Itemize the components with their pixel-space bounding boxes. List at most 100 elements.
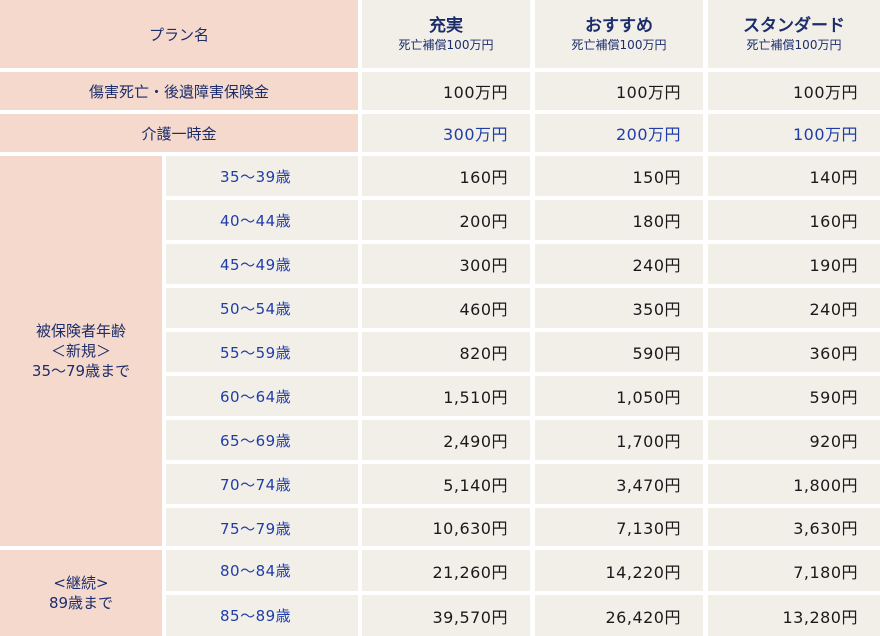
plan-header-osusume: おすすめ 死亡補償100万円: [535, 0, 703, 68]
insured-age-continuation-group: <継続> 89歳まで: [0, 550, 162, 636]
plan-name: スタンダード: [743, 16, 845, 36]
insured-age-new-group: 被保険者年齢 ＜新規＞ 35〜79歳まで: [0, 156, 162, 546]
value-text: 100万円: [792, 83, 858, 102]
premium-value: 39,570円: [432, 607, 508, 627]
premium-cell: 350円: [535, 288, 703, 328]
premium-cell: 590円: [535, 332, 703, 372]
death-benefit-label-cell: 傷害死亡・後遺障害保険金: [0, 72, 358, 110]
age-band: 50〜54歳: [220, 300, 292, 318]
premium-cell: 5,140円: [362, 464, 530, 504]
premium-value: 13,280円: [782, 607, 858, 627]
plan-sub: 死亡補償100万円: [746, 38, 842, 52]
death-benefit-value: 100万円: [362, 72, 530, 110]
care-benefit-label-cell: 介護一時金: [0, 114, 358, 152]
premium-value: 1,050円: [616, 388, 681, 407]
premium-cell: 10,630円: [362, 508, 530, 546]
age-band-cell: 50〜54歳: [166, 288, 358, 328]
premium-cell: 26,420円: [535, 595, 703, 636]
care-benefit-value: 200万円: [535, 114, 703, 152]
age-band: 65〜69歳: [220, 432, 292, 450]
death-benefit-value: 100万円: [708, 72, 880, 110]
age-band: 60〜64歳: [220, 388, 292, 406]
premium-cell: 13,280円: [708, 595, 880, 636]
premium-cell: 590円: [708, 376, 880, 416]
premium-value: 180円: [632, 212, 681, 231]
premium-cell: 7,180円: [708, 550, 880, 591]
group-line: 被保険者年齢: [35, 322, 126, 340]
age-band: 75〜79歳: [220, 520, 292, 538]
age-band: 40〜44歳: [220, 212, 292, 230]
premium-cell: 2,490円: [362, 420, 530, 460]
premium-cell: 21,260円: [362, 550, 530, 591]
death-benefit-label: 傷害死亡・後遺障害保険金: [88, 82, 269, 101]
age-band-cell: 85〜89歳: [166, 595, 358, 636]
premium-value: 1,700円: [616, 432, 681, 451]
premium-cell: 1,510円: [362, 376, 530, 416]
premium-cell: 150円: [535, 156, 703, 196]
premium-value: 820円: [459, 344, 508, 363]
premium-cell: 200円: [362, 200, 530, 240]
age-band-cell: 40〜44歳: [166, 200, 358, 240]
plan-name-label: プラン名: [148, 25, 209, 44]
premium-value: 460円: [459, 300, 508, 319]
plan-header-juujitsu: 充実 死亡補償100万円: [362, 0, 530, 68]
premium-value: 26,420円: [605, 607, 681, 627]
premium-value: 160円: [809, 212, 858, 231]
premium-value: 21,260円: [432, 562, 508, 582]
age-band-cell: 75〜79歳: [166, 508, 358, 546]
age-band-cell: 80〜84歳: [166, 550, 358, 591]
premium-value: 920円: [809, 432, 858, 451]
value-text: 200万円: [615, 125, 681, 144]
premium-value: 5,140円: [443, 476, 508, 495]
premium-value: 350円: [632, 300, 681, 319]
premium-value: 7,130円: [616, 519, 681, 538]
value-text: 100万円: [442, 83, 508, 102]
premium-value: 160円: [459, 168, 508, 187]
premium-value: 14,220円: [605, 562, 681, 582]
premium-value: 590円: [632, 344, 681, 363]
premium-cell: 160円: [708, 200, 880, 240]
premium-cell: 300円: [362, 244, 530, 284]
premium-cell: 920円: [708, 420, 880, 460]
plan-name: 充実: [429, 16, 463, 36]
death-benefit-value: 100万円: [535, 72, 703, 110]
plan-sub: 死亡補償100万円: [571, 38, 667, 52]
premium-cell: 140円: [708, 156, 880, 196]
premium-cell: 180円: [535, 200, 703, 240]
plan-sub: 死亡補償100万円: [398, 38, 494, 52]
premium-value: 140円: [809, 168, 858, 187]
premium-value: 190円: [809, 256, 858, 275]
premium-cell: 14,220円: [535, 550, 703, 591]
premium-value: 2,490円: [443, 432, 508, 451]
age-band-cell: 60〜64歳: [166, 376, 358, 416]
care-benefit-value: 300万円: [362, 114, 530, 152]
plan-name-header: プラン名: [0, 0, 358, 68]
premium-value: 1,800円: [793, 476, 858, 495]
age-band: 85〜89歳: [220, 607, 292, 625]
premium-value: 150円: [632, 168, 681, 187]
group-line: ＜新規＞: [50, 342, 111, 360]
premium-cell: 3,470円: [535, 464, 703, 504]
care-benefit-label: 介護一時金: [141, 124, 217, 143]
premium-value: 3,470円: [616, 476, 681, 495]
premium-cell: 240円: [708, 288, 880, 328]
age-band-cell: 65〜69歳: [166, 420, 358, 460]
premium-value: 240円: [632, 256, 681, 275]
age-band-cell: 35〜39歳: [166, 156, 358, 196]
age-band: 55〜59歳: [220, 344, 292, 362]
premium-value: 10,630円: [432, 519, 508, 538]
group-line: 35〜79歳まで: [31, 362, 131, 380]
group-line: <継続>: [53, 574, 109, 592]
age-band: 35〜39歳: [220, 168, 292, 186]
premium-value: 7,180円: [793, 562, 858, 582]
premium-cell: 160円: [362, 156, 530, 196]
care-benefit-value: 100万円: [708, 114, 880, 152]
age-band-cell: 45〜49歳: [166, 244, 358, 284]
premium-value: 1,510円: [443, 388, 508, 407]
group-line: 89歳まで: [48, 594, 114, 612]
premium-cell: 1,800円: [708, 464, 880, 504]
age-band: 80〜84歳: [220, 562, 292, 580]
plan-name: おすすめ: [585, 16, 653, 36]
premium-value: 240円: [809, 300, 858, 319]
